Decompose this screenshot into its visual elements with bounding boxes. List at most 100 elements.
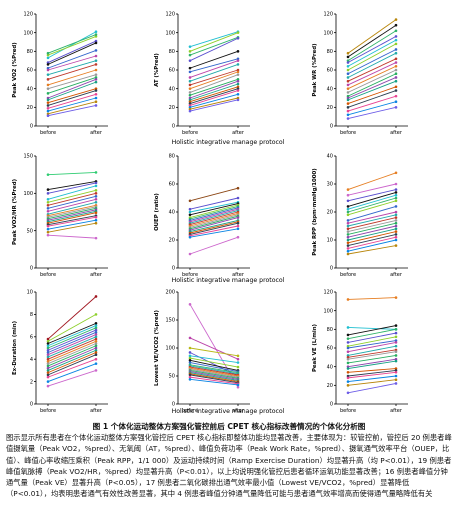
series-point-before-1 (188, 45, 192, 48)
series-point-before-12 (346, 361, 350, 365)
series-point-before-6 (46, 203, 50, 207)
y-tick-label: 100 (165, 346, 175, 352)
series-line-19 (189, 376, 239, 385)
series-point-before-19 (46, 230, 50, 234)
series-line-10 (189, 71, 239, 90)
series-point-before-7 (46, 68, 50, 72)
series-point-after-20 (236, 235, 240, 239)
series-point-before-3 (346, 199, 350, 203)
series-line-8 (347, 205, 397, 221)
series-point-before-14 (346, 367, 350, 370)
series-point-before-7 (346, 346, 350, 350)
y-tick-label: 80 (327, 49, 333, 55)
series-line-5 (347, 332, 397, 343)
series-line-20 (47, 369, 97, 387)
series-point-after-15 (236, 85, 240, 89)
series-point-after-17 (94, 92, 98, 96)
series-point-before-11 (46, 87, 50, 90)
series-line-3 (47, 322, 97, 344)
series-line-19 (347, 101, 397, 116)
series-line-20 (47, 105, 97, 117)
series-point-before-8 (346, 76, 350, 79)
series-point-before-9 (46, 78, 50, 81)
series-line-7 (189, 359, 239, 371)
series-line-13 (189, 368, 239, 378)
series-point-after-18 (236, 224, 240, 228)
y-tick-label: 80 (169, 49, 175, 55)
y-tick-label: 100 (23, 191, 33, 197)
series-line-9 (47, 336, 97, 358)
series-point-before-6 (188, 356, 192, 360)
y-tick-label: 20 (327, 383, 333, 389)
series-line-9 (189, 210, 239, 224)
series-line-11 (47, 340, 97, 362)
series-point-after-6 (94, 49, 98, 52)
series-line-2 (347, 327, 397, 330)
series-point-before-12 (346, 91, 350, 94)
series-point-before-15 (46, 369, 50, 372)
y-tick-label: 0 (330, 124, 333, 130)
series-point-after-8 (94, 59, 98, 62)
series-point-before-8 (46, 209, 50, 213)
series-line-10 (347, 214, 397, 227)
series-point-before-7 (46, 206, 50, 210)
series-point-after-4 (394, 328, 398, 331)
y-tick-label: 20 (169, 238, 175, 244)
series-point-before-20 (188, 109, 192, 113)
series-point-after-8 (94, 333, 98, 336)
series-line-10 (347, 62, 397, 86)
series-line-16 (47, 352, 97, 374)
series-point-after-3 (394, 29, 398, 33)
series-line-13 (47, 345, 97, 367)
series-point-before-2 (188, 336, 192, 340)
series-point-after-8 (394, 51, 398, 55)
series-point-before-20 (346, 252, 350, 256)
series-point-before-18 (346, 380, 350, 383)
series-line-2 (189, 197, 239, 210)
series-point-before-15 (46, 101, 50, 104)
series-point-after-20 (94, 369, 98, 372)
y-axis-label: Lowest VE/VCO2 (%pred) (154, 310, 160, 386)
y-tick-label: 20 (169, 105, 175, 111)
series-line-1 (347, 172, 397, 191)
series-point-after-13 (394, 357, 398, 361)
y-tick-label: 0 (172, 124, 175, 130)
x-tick-label-before: before (40, 272, 56, 278)
y-axis-label: Peak VO2/HR (%Pred) (12, 179, 18, 245)
series-point-after-17 (236, 89, 240, 92)
series-point-before-4 (346, 337, 350, 340)
series-line-11 (47, 206, 97, 218)
series-point-after-5 (236, 361, 240, 364)
series-point-before-19 (46, 112, 50, 116)
series-point-before-3 (346, 333, 350, 337)
series-point-before-3 (188, 53, 192, 57)
series-point-after-16 (94, 89, 98, 92)
series-line-8 (189, 362, 239, 372)
series-point-before-13 (346, 233, 350, 236)
y-tick-label: 0 (172, 266, 175, 272)
series-point-after-10 (394, 213, 398, 217)
series-line-2 (47, 180, 97, 191)
series-point-after-20 (236, 383, 240, 387)
series-point-after-13 (236, 79, 240, 83)
y-tick-label: 4 (30, 357, 33, 363)
series-point-after-20 (394, 382, 398, 385)
series-line-3 (347, 189, 397, 202)
series-line-16 (189, 88, 239, 105)
series-point-before-20 (46, 233, 50, 237)
series-point-after-7 (94, 54, 98, 58)
series-point-before-19 (188, 107, 192, 111)
series-point-after-17 (236, 221, 240, 225)
series-line-18 (347, 95, 397, 112)
series-point-after-11 (94, 339, 98, 343)
series-point-after-5 (394, 193, 398, 197)
series-point-before-11 (346, 87, 350, 90)
series-point-before-16 (346, 374, 350, 378)
series-point-after-18 (94, 218, 98, 222)
series-line-18 (189, 93, 239, 108)
x-tick-label-after: after (232, 408, 245, 414)
series-line-6 (47, 329, 97, 351)
series-point-before-18 (46, 109, 50, 113)
series-point-before-5 (346, 341, 350, 344)
series-point-after-18 (394, 94, 398, 98)
